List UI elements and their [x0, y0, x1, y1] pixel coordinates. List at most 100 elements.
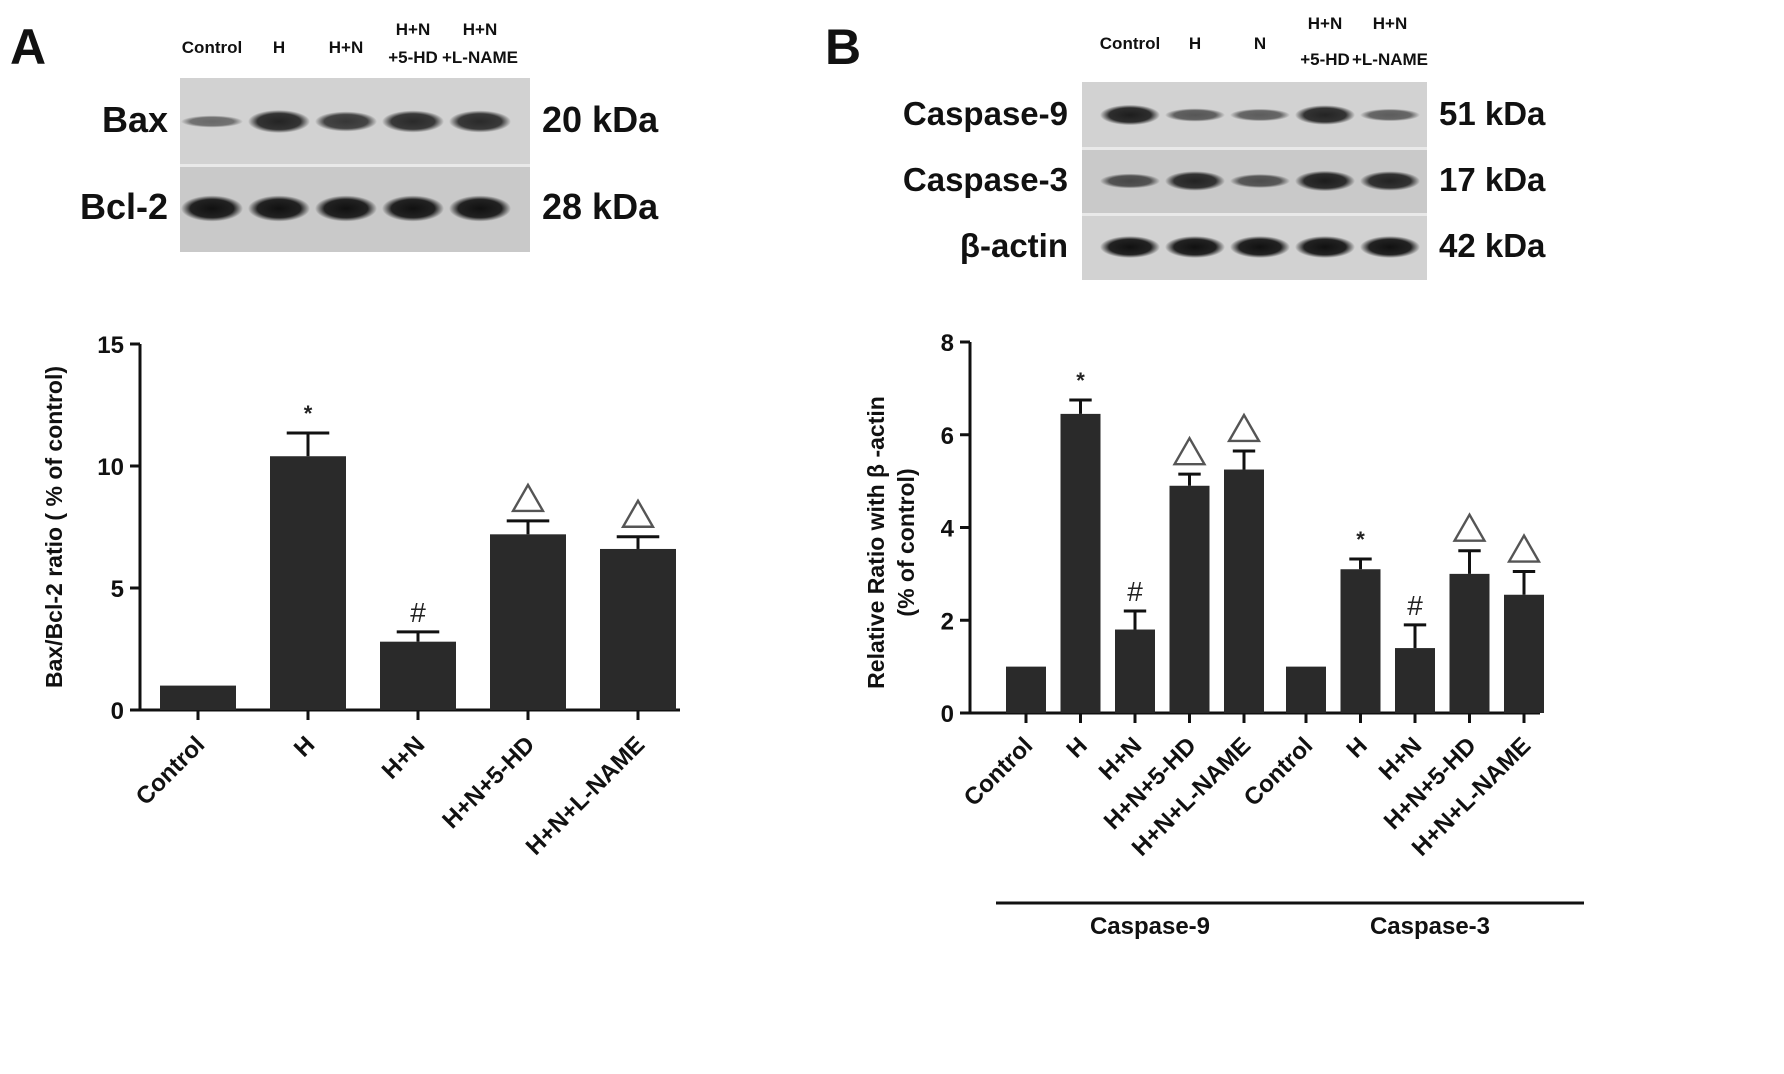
blot-b-lane-header-line: H: [1188, 34, 1202, 53]
chart-b-caspase-3-bar: [1449, 573, 1490, 713]
blot-a-lane-header: H+N +5-HD: [388, 16, 438, 72]
chart-b-y-tick-label: 8: [941, 330, 954, 357]
chart-b-caspase-3-triangle: [1452, 512, 1487, 542]
chart-b-caspase-3-x-tick-label: H: [1341, 732, 1372, 763]
bar-chart-caspase: 02468Control*H#H+NH+N+5-HDH+N+L-NAMECasp…: [863, 330, 1584, 940]
chart-b-caspase-9-bar: [1060, 413, 1101, 713]
chart-b-y-label: (% of control): [893, 468, 919, 616]
chart-a-bar: [490, 534, 566, 710]
chart-b-caspase-3-bar: [1395, 648, 1435, 713]
chart-a-y-tick-label: 0: [111, 698, 124, 725]
chart-b-caspase-9-bar: [1006, 666, 1046, 713]
blot-a-row-label: Bcl-2: [79, 186, 168, 228]
chart-a-bar: [380, 641, 456, 710]
blot-a-band: [248, 195, 310, 222]
chart-a-y-tick-label: 5: [111, 576, 124, 603]
chart-a-triangle: [510, 482, 546, 513]
blot-b-lane-header: Control: [1100, 26, 1160, 62]
chart-b-y-tick-label: 0: [941, 701, 954, 728]
blot-b-lane-header-line: N: [1253, 34, 1267, 53]
blot-b-lane-header-line: +L-NAME: [1351, 50, 1429, 69]
chart-b-caspase-9-hash: #: [1127, 576, 1143, 607]
chart-b-caspase-3-bar: [1286, 666, 1326, 713]
blot-a-lane-header: H+N: [329, 34, 363, 62]
blot-a-kda-label: 20 kDa: [542, 99, 659, 141]
blot-b-lane-header-line: H+N: [1307, 14, 1343, 33]
chart-a-asterisk: *: [304, 401, 313, 426]
blot-b-membrane: [1082, 82, 1427, 280]
chart-b-caspase-3-group-label: Caspase-3: [1370, 913, 1490, 940]
chart-a-y-tick-label: 10: [97, 454, 124, 481]
blot-b-lane-header-line: Control: [1099, 34, 1161, 53]
blot-b-row-label: Caspase-3: [902, 160, 1068, 198]
blot-a-lane-header-line: H+N: [462, 20, 498, 39]
chart-b-y-label: Relative Ratio with β -actin: [863, 396, 889, 689]
chart-b-caspase-9-bar: [1115, 629, 1155, 713]
chart-b-caspase-9-triangle: [1226, 412, 1262, 443]
chart-a-triangle: [620, 498, 656, 528]
chart-a-x-tick-label: H: [289, 731, 320, 762]
chart-a-x-tick-label: H+N+5-HD: [437, 731, 540, 834]
blot-a-band: [449, 110, 511, 133]
blot-b-band: [1165, 171, 1225, 191]
chart-a-x-tick-label: H+N+L-NAME: [521, 731, 650, 860]
blot-b-band: [1360, 108, 1420, 122]
blot-b-lane-header: N: [1254, 26, 1266, 62]
chart-a-y-label: Bax/Bcl-2 ratio ( % of control): [41, 366, 67, 688]
blot-b-band: [1165, 108, 1225, 122]
blot-b-kda-label: 17 kDa: [1439, 160, 1546, 198]
blot-a-band: [315, 195, 377, 222]
chart-b-caspase-3-asterisk: *: [1356, 527, 1365, 552]
chart-b-y-tick-label: 6: [941, 423, 954, 450]
chart-b-y-tick-label: 4: [941, 516, 955, 543]
blot-b-row-label: β-actin: [959, 226, 1068, 264]
blot-b-lane-header: H+N +L-NAME: [1352, 6, 1428, 78]
blot-b-band: [1295, 105, 1355, 125]
chart-b-caspase-3-bar: [1340, 569, 1381, 713]
blot-b-band: [1165, 236, 1225, 258]
panel-b-letter: B: [825, 19, 862, 75]
chart-b-caspase-9-bar: [1169, 485, 1210, 713]
blot-b-band: [1100, 104, 1160, 126]
blot-b-band: [1295, 236, 1355, 258]
blot-b-band: [1295, 170, 1355, 192]
chart-a-bar: [160, 685, 236, 710]
chart-b-caspase-3-triangle: [1506, 533, 1542, 563]
blot-a-lane-header-line: Control: [181, 38, 243, 57]
chart-b-caspase-9-x-tick-label: H: [1061, 732, 1092, 763]
blot-b-band: [1360, 171, 1420, 191]
chart-b-caspase-9-asterisk: *: [1076, 368, 1085, 393]
blot-a-row-separator: [180, 164, 530, 167]
chart-a-hash: #: [410, 597, 426, 628]
chart-b-caspase-3-x-tick-label: Control: [1239, 732, 1318, 811]
chart-a-bar: [270, 456, 346, 710]
blot-b-lane-header: H: [1189, 26, 1201, 62]
chart-b-caspase-9-x-tick-label: Control: [959, 732, 1038, 811]
blot-a-band: [181, 115, 243, 128]
blot-b-lane-header-line: H+N: [1372, 14, 1408, 33]
blot-a-kda-label: 28 kDa: [542, 186, 659, 228]
blot-a-lane-header: H+N +L-NAME: [442, 16, 518, 72]
chart-b-caspase-9-triangle: [1172, 435, 1207, 466]
blot-a-band: [248, 110, 310, 133]
blot-a-membrane: [180, 78, 530, 252]
blot-b-row-separator: [1082, 213, 1427, 216]
blot-b-lane-header: H+N +5-HD: [1300, 6, 1350, 78]
bar-chart-bax-bcl2: 0 5 10 15 Control * H # H+N H+N+5-HDH+N+L-NAME Bax…: [41, 332, 680, 861]
chart-b-y-tick-label: 2: [941, 608, 954, 635]
blot-b-row-separator: [1082, 147, 1427, 150]
chart-a-bar: [600, 548, 676, 710]
blot-a-lane-header-line: H+N: [328, 38, 364, 57]
chart-b-caspase-9-bar: [1224, 469, 1264, 713]
chart-a-y-tick-label: 15: [97, 332, 124, 359]
blot-a-lane-header: Control: [182, 34, 242, 62]
blot-a-lane-header-line: H+N: [395, 20, 431, 39]
blot-b-band: [1230, 174, 1290, 188]
chart-a-x-tick-label: Control: [131, 731, 210, 810]
blot-a-lane-header-line: H: [272, 38, 286, 57]
blot-a-lane-header: H: [273, 34, 285, 62]
chart-b-caspase-3-hash: #: [1407, 590, 1423, 621]
blot-a-lane-header-line: +L-NAME: [441, 48, 519, 67]
blot-b-band: [1100, 173, 1160, 189]
blot-a-band: [181, 195, 243, 222]
